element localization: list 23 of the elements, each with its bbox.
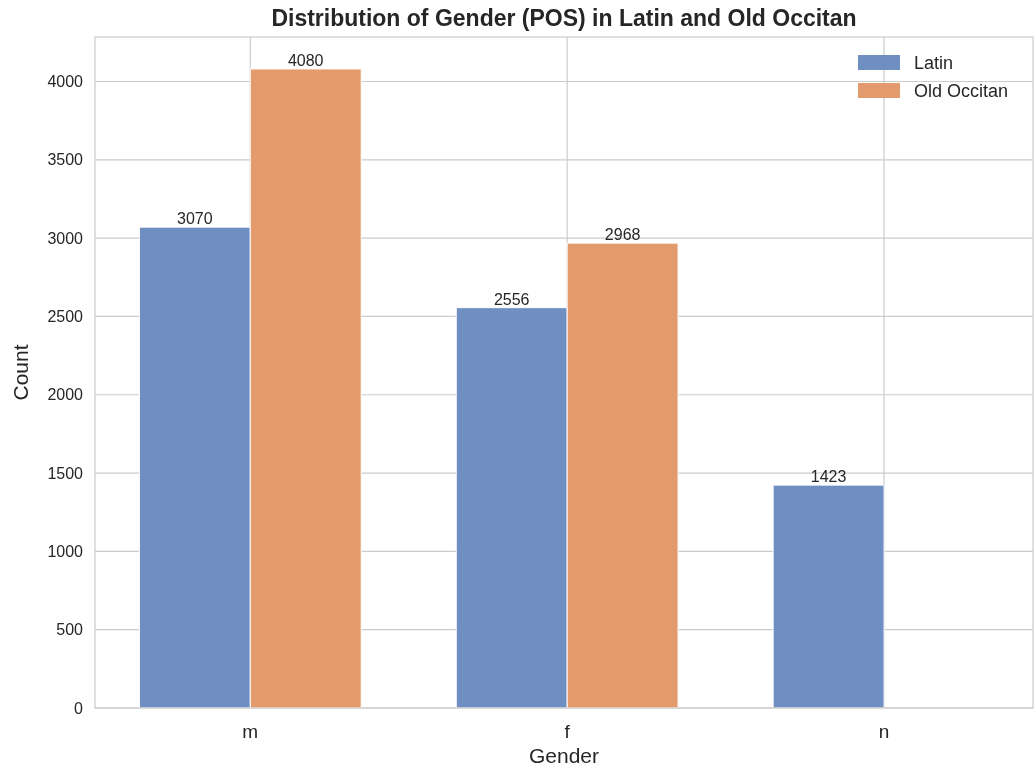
data-label: 2556 (493, 290, 530, 308)
data-label: 1423 (810, 468, 847, 486)
x-tick-label: n (878, 721, 890, 742)
y-tick-label: 2000 (47, 386, 84, 404)
x-axis-title: Gender (528, 744, 600, 767)
data-label: 2968 (604, 226, 641, 244)
y-tick-label: 500 (56, 621, 84, 639)
x-tick-label: f (564, 721, 571, 742)
y-tick-label: 0 (74, 699, 84, 717)
y-tick-label: 2500 (47, 308, 84, 326)
y-tick-label: 1000 (47, 542, 84, 560)
x-tick-label: m (242, 721, 259, 742)
data-label: 3070 (177, 210, 213, 228)
data-label: 4080 (287, 51, 324, 69)
y-tick-label: 1500 (47, 464, 84, 482)
y-tick-label: 4000 (47, 73, 84, 91)
y-tick-label: 3000 (47, 229, 84, 247)
legend-label: Old Occitan (914, 81, 1009, 102)
y-tick-label: 3500 (47, 151, 84, 169)
legend-label: Latin (914, 53, 954, 74)
chart-title: Distribution of Gender (POS) in Latin and Old Occitan (271, 5, 857, 31)
bar (772, 484, 885, 709)
y-axis-title: Count (9, 344, 32, 401)
